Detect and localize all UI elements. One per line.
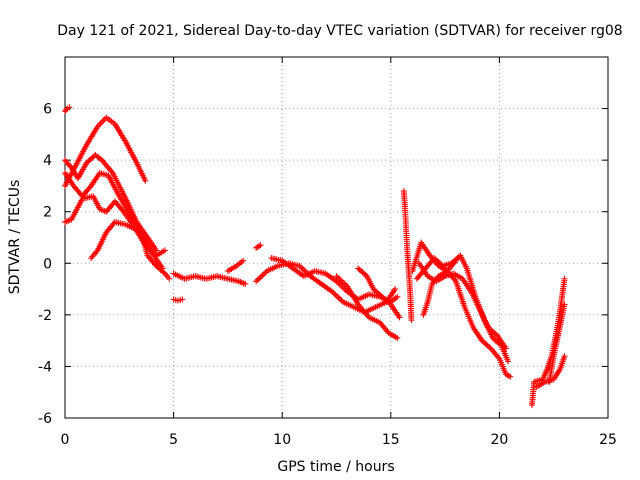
x-tick-label: 5 bbox=[169, 432, 178, 448]
data-point bbox=[86, 157, 93, 164]
data-point bbox=[362, 271, 369, 278]
data-point bbox=[432, 256, 439, 263]
data-point bbox=[380, 295, 387, 302]
data-point bbox=[88, 155, 95, 162]
data-point bbox=[502, 345, 509, 352]
data-point bbox=[66, 104, 73, 111]
y-tick-labels: -6 -4 -2 0 2 4 6 bbox=[38, 102, 52, 427]
data-point bbox=[382, 296, 389, 303]
data-point bbox=[371, 287, 378, 294]
y-tick-label: 2 bbox=[43, 205, 52, 221]
x-tick-label: 20 bbox=[490, 432, 508, 448]
data-point bbox=[454, 255, 461, 262]
y-tick-label: -4 bbox=[38, 359, 52, 375]
data-point bbox=[370, 286, 377, 293]
data-point bbox=[98, 119, 105, 126]
data-point bbox=[179, 296, 186, 303]
data-point bbox=[240, 257, 247, 264]
data-point bbox=[489, 328, 496, 335]
data-point bbox=[359, 269, 366, 276]
data-point bbox=[507, 373, 514, 380]
data-point bbox=[394, 293, 401, 300]
y-axis-label: SDTVAR / TECUs bbox=[7, 180, 23, 295]
data-point bbox=[374, 289, 381, 296]
data-point bbox=[452, 257, 459, 264]
data-point bbox=[160, 269, 167, 276]
data-point bbox=[561, 353, 568, 360]
data-point bbox=[488, 327, 495, 334]
data-point bbox=[358, 268, 365, 275]
x-tick-labels: 0 5 10 15 20 25 bbox=[61, 432, 617, 448]
axis-ticks bbox=[64, 57, 609, 419]
data-point bbox=[481, 340, 488, 347]
y-tick-label: 4 bbox=[43, 153, 52, 169]
x-tick-label: 15 bbox=[382, 432, 400, 448]
y-tick-label: -6 bbox=[38, 411, 52, 427]
data-point bbox=[437, 260, 444, 267]
data-point bbox=[159, 268, 166, 275]
data-point bbox=[256, 243, 263, 250]
data-point bbox=[376, 291, 383, 298]
data-point bbox=[561, 301, 568, 308]
data-point bbox=[484, 342, 491, 349]
x-tick-label: 25 bbox=[599, 432, 617, 448]
data-point bbox=[379, 293, 386, 300]
y-tick-label: 0 bbox=[43, 256, 52, 272]
data-point bbox=[479, 337, 486, 344]
data-point bbox=[392, 286, 399, 293]
data-point bbox=[142, 177, 149, 184]
data-point bbox=[485, 324, 492, 331]
data-point bbox=[63, 106, 70, 113]
data-point bbox=[483, 341, 490, 348]
data-point bbox=[486, 326, 493, 333]
data-points bbox=[62, 104, 568, 409]
data-point bbox=[361, 270, 368, 277]
x-tick-label: 10 bbox=[273, 432, 291, 448]
data-point bbox=[491, 329, 498, 336]
data-point bbox=[355, 265, 362, 272]
data-point bbox=[166, 275, 173, 282]
data-point bbox=[431, 255, 438, 262]
y-tick-label: 6 bbox=[43, 102, 52, 118]
data-point bbox=[505, 358, 512, 365]
data-point bbox=[356, 266, 363, 273]
data-point bbox=[154, 264, 161, 271]
data-point bbox=[257, 242, 264, 249]
data-point bbox=[157, 266, 164, 273]
data-point bbox=[85, 158, 92, 165]
chart-title: Day 121 of 2021, Sidereal Day-to-day VTE… bbox=[57, 23, 622, 39]
data-point bbox=[480, 338, 487, 345]
data-point bbox=[561, 275, 568, 282]
grid-lines bbox=[65, 57, 608, 418]
data-point bbox=[408, 317, 415, 324]
data-point bbox=[505, 372, 512, 379]
data-point bbox=[489, 335, 496, 342]
data-point bbox=[396, 314, 403, 321]
data-point bbox=[384, 298, 391, 305]
data-point bbox=[491, 336, 498, 343]
plot-frame bbox=[64, 56, 609, 419]
data-point bbox=[83, 159, 90, 166]
data-point bbox=[153, 247, 160, 254]
data-point bbox=[242, 280, 249, 287]
y-tick-label: -2 bbox=[38, 308, 52, 324]
x-axis-label: GPS time / hours bbox=[277, 459, 394, 475]
data-point bbox=[97, 120, 104, 127]
data-point bbox=[434, 257, 441, 264]
data-point bbox=[373, 288, 380, 295]
data-point bbox=[383, 297, 390, 304]
data-point bbox=[156, 265, 163, 272]
data-point bbox=[435, 258, 442, 265]
data-point bbox=[377, 292, 384, 299]
data-point bbox=[89, 154, 96, 161]
data-point bbox=[394, 335, 401, 342]
data-point bbox=[486, 344, 493, 351]
data-point bbox=[161, 247, 168, 254]
x-tick-label: 0 bbox=[61, 432, 70, 448]
data-point bbox=[153, 262, 160, 269]
